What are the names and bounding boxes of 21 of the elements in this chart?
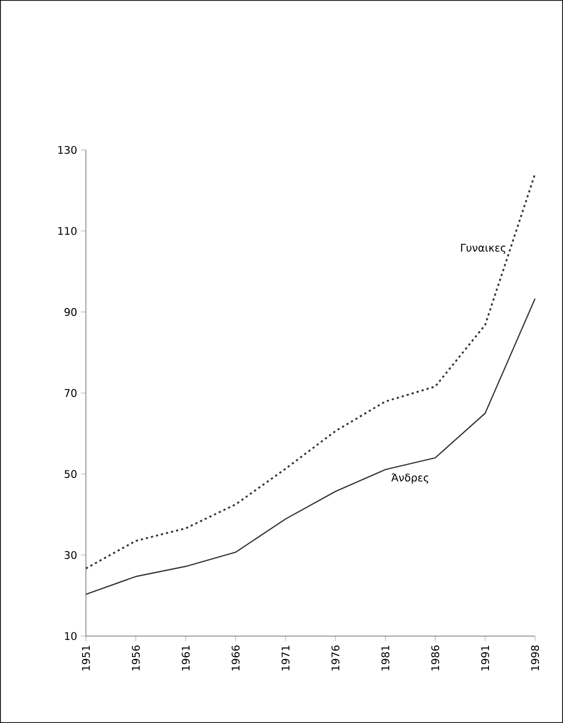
y-tick-label: 90 [64, 308, 77, 316]
y-tick-label: 110 [58, 226, 77, 235]
y-tick-label: 70 [64, 389, 77, 397]
x-tick-label: 1966 [232, 645, 240, 670]
x-tick-label: 1956 [132, 645, 140, 670]
x-tick-label: 1976 [331, 645, 340, 670]
series-label: Άνδρες [391, 473, 428, 484]
series-label: Γυναικες [461, 244, 506, 254]
x-tick-label: 1951 [82, 646, 90, 670]
x-tick-label: 1961 [182, 646, 190, 670]
x-tick-label: 1971 [282, 646, 290, 670]
y-tick-label: 130 [58, 146, 77, 154]
y-tick-label: 10 [65, 632, 77, 640]
line-series [85, 172, 536, 570]
y-tick-label: 50 [64, 470, 77, 478]
line-series [85, 298, 536, 595]
x-tick-label: 1998 [531, 645, 540, 670]
x-tick-label: 1986 [431, 645, 440, 670]
x-tick-label: 1991 [481, 646, 490, 670]
x-tick-label: 1981 [381, 646, 390, 670]
y-tick-label: 30 [64, 551, 77, 560]
